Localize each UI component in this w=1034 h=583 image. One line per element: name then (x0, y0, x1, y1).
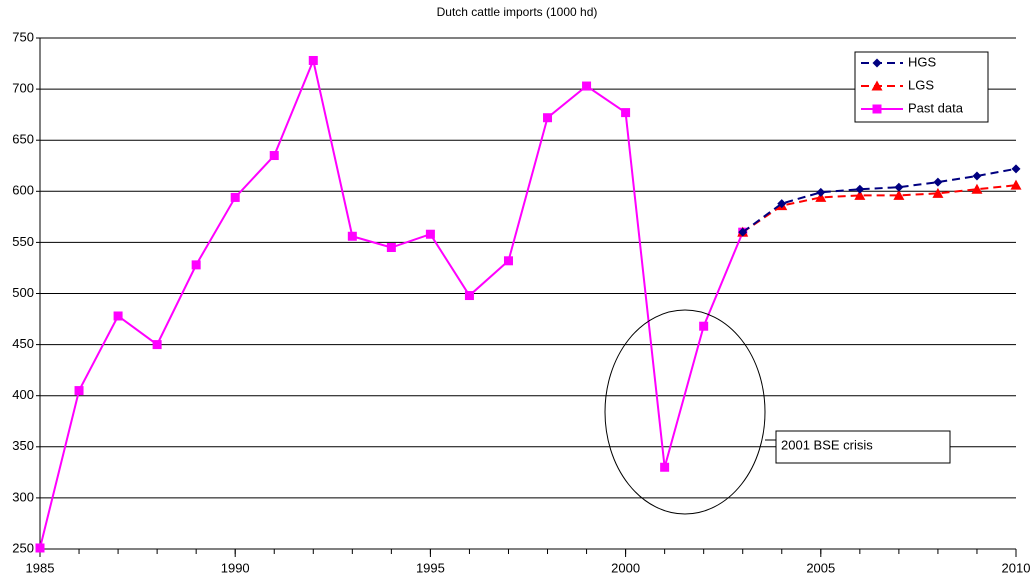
legend-marker (872, 58, 882, 68)
marker (308, 55, 318, 65)
y-tick-label: 750 (12, 29, 34, 44)
highlight-ellipse (604, 309, 766, 515)
marker (932, 187, 944, 198)
marker (738, 227, 748, 237)
series-line (742, 167, 1017, 233)
legend-marker (871, 80, 883, 91)
marker (347, 231, 357, 241)
x-tick-label: 2005 (806, 560, 835, 575)
marker (464, 291, 474, 301)
marker (113, 311, 123, 321)
marker (660, 462, 670, 472)
marker (269, 151, 279, 161)
marker (855, 184, 865, 194)
legend-marker (872, 104, 882, 114)
legend-label: LGS (908, 77, 934, 92)
plot-area: 250 300 350 400 450 500 550 600 650 700 750 1985 199… (12, 29, 1030, 575)
chart-title: Dutch cattle imports (1000 hd) (437, 5, 598, 19)
marker (1010, 179, 1022, 190)
marker (972, 171, 982, 181)
x-tick-label: 1995 (416, 560, 445, 575)
x-tick-label: 1985 (26, 560, 55, 575)
marker (230, 192, 240, 202)
marker (152, 340, 162, 350)
marker (386, 243, 396, 253)
y-tick-label: 550 (12, 234, 34, 249)
series-line (39, 57, 744, 549)
y-tick-label: 650 (12, 132, 34, 147)
series-line (742, 184, 1017, 234)
legend: HGS LGS Past data (854, 51, 989, 123)
y-tick-label: 400 (12, 387, 34, 402)
annotation: 2001 BSE crisis (781, 437, 873, 452)
marker (582, 81, 592, 91)
marker (543, 113, 553, 123)
marker (35, 543, 45, 553)
y-tick-label: 250 (12, 540, 34, 555)
y-tick-label: 350 (12, 438, 34, 453)
y-tick-label: 600 (12, 183, 34, 198)
marker (191, 260, 201, 270)
marker (894, 182, 904, 192)
legend-label: HGS (908, 54, 937, 69)
y-tick-label: 700 (12, 81, 34, 96)
marker (777, 199, 787, 209)
y-tick-label: 500 (12, 285, 34, 300)
marker (854, 189, 866, 200)
marker (971, 183, 983, 194)
marker (503, 256, 513, 266)
y-tick-label: 450 (12, 336, 34, 351)
marker (815, 191, 827, 202)
marker (699, 321, 709, 331)
marker (74, 386, 84, 396)
y-tick-label: 300 (12, 489, 34, 504)
callout-box (775, 430, 951, 464)
marker (933, 177, 943, 187)
x-tick-label: 1990 (221, 560, 250, 575)
marker (425, 229, 435, 239)
marker (1011, 164, 1021, 174)
marker (816, 187, 826, 197)
marker (621, 108, 631, 118)
x-tick-label: 2000 (611, 560, 640, 575)
legend-label: Past data (908, 100, 964, 115)
x-tick-label: 2010 (1002, 560, 1031, 575)
marker (893, 189, 905, 200)
